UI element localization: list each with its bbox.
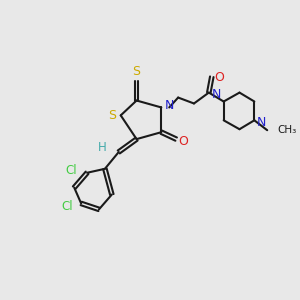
Text: Cl: Cl xyxy=(66,164,77,177)
Text: N: N xyxy=(256,116,266,129)
Text: S: S xyxy=(133,65,141,78)
Text: O: O xyxy=(178,135,188,148)
Text: N: N xyxy=(212,88,221,101)
Text: Cl: Cl xyxy=(61,200,73,213)
Text: H: H xyxy=(98,140,106,154)
Text: S: S xyxy=(108,109,116,122)
Text: O: O xyxy=(214,71,224,84)
Text: N: N xyxy=(164,99,174,112)
Text: CH₃: CH₃ xyxy=(277,125,296,135)
